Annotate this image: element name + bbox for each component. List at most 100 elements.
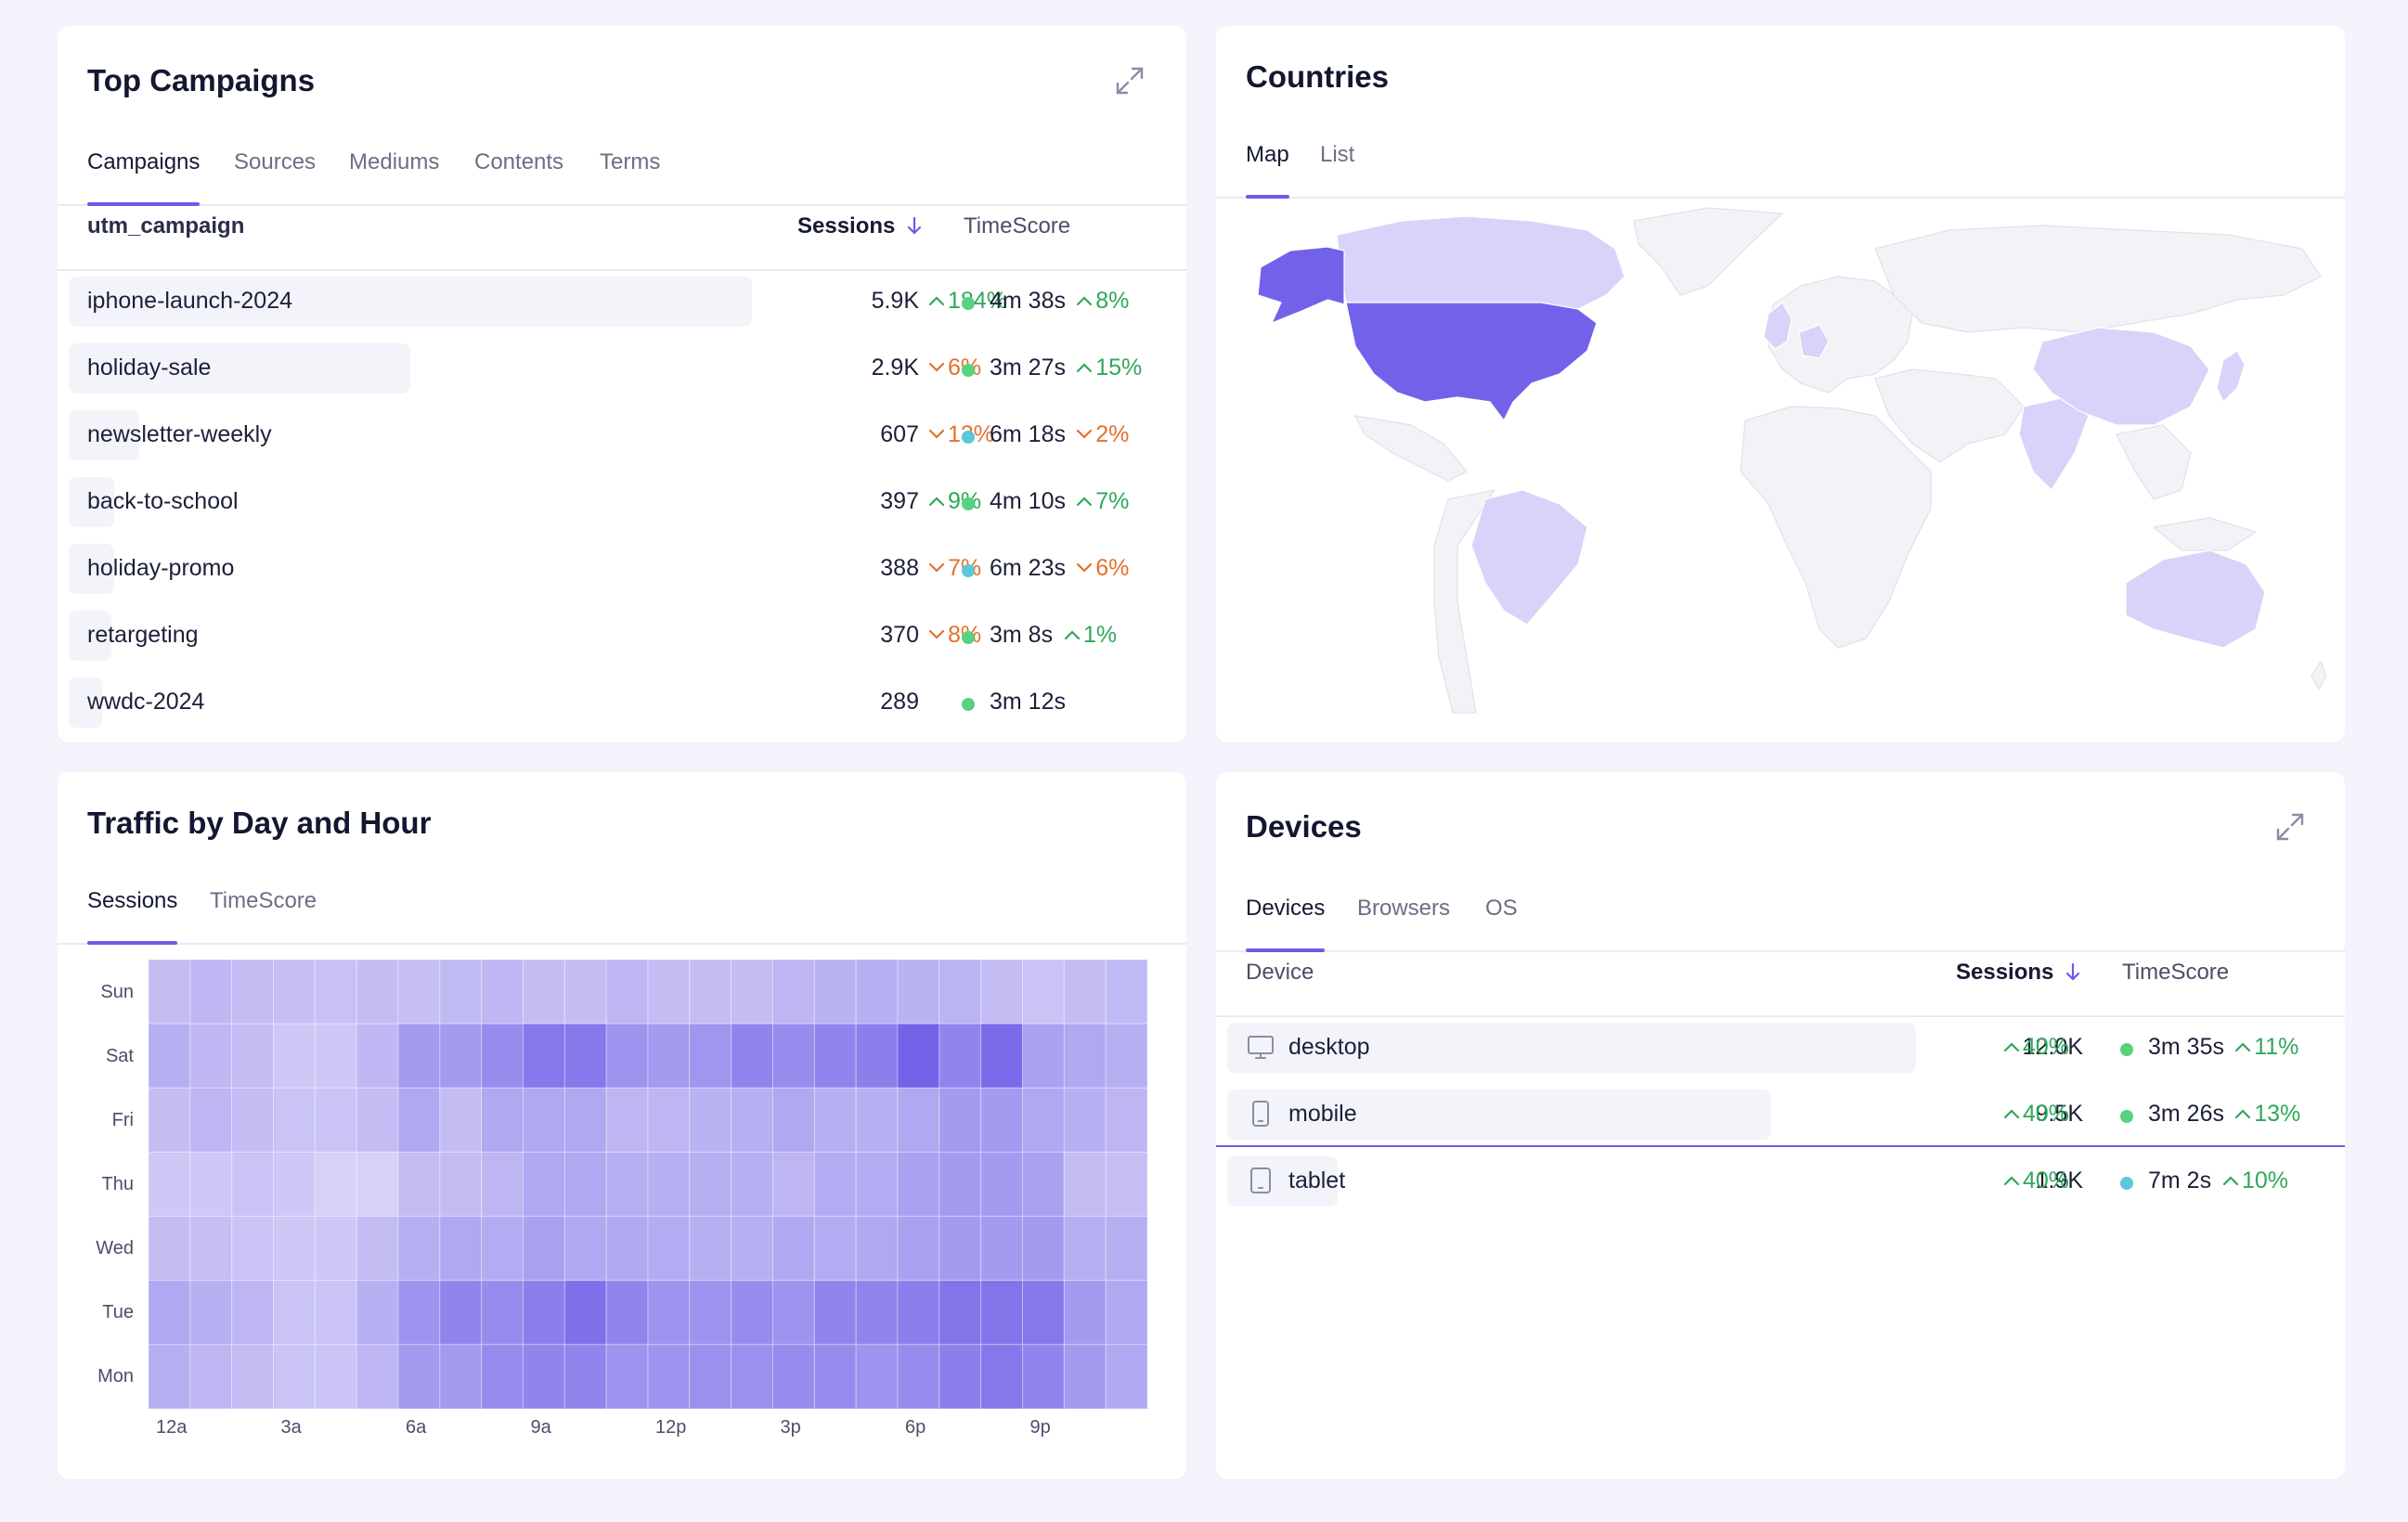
- tab-sources[interactable]: Sources: [234, 149, 317, 174]
- heatmap-cell[interactable]: [1105, 1087, 1147, 1153]
- heatmap-cell[interactable]: [731, 1280, 773, 1346]
- heatmap-cell[interactable]: [813, 1216, 857, 1282]
- heatmap-cell[interactable]: [563, 1087, 607, 1153]
- heatmap-cell[interactable]: [731, 1151, 773, 1218]
- heatmap-cell[interactable]: [273, 1280, 316, 1346]
- heatmap-cell[interactable]: [149, 1087, 191, 1153]
- heatmap-cell[interactable]: [481, 1087, 524, 1153]
- heatmap-cell[interactable]: [397, 1151, 441, 1218]
- tab-list[interactable]: List: [1320, 142, 1355, 167]
- heatmap-cell[interactable]: [813, 1151, 857, 1218]
- heatmap-cell[interactable]: [563, 1151, 607, 1218]
- heatmap-cell[interactable]: [605, 1280, 649, 1346]
- heatmap-cell[interactable]: [689, 1216, 732, 1282]
- heatmap-cell[interactable]: [772, 1023, 815, 1089]
- heatmap-cell[interactable]: [1105, 1344, 1147, 1409]
- heatmap-cell[interactable]: [439, 1216, 483, 1282]
- heatmap-cell[interactable]: [897, 1087, 940, 1153]
- column-header-timescore[interactable]: TimeScore: [2122, 960, 2230, 985]
- heatmap-cell[interactable]: [939, 1280, 982, 1346]
- tab-map[interactable]: Map: [1246, 132, 1289, 199]
- heatmap-cell[interactable]: [647, 1151, 691, 1218]
- heatmap-cell[interactable]: [481, 1344, 524, 1409]
- heatmap-grid[interactable]: [149, 960, 1147, 1409]
- heatmap-cell[interactable]: [231, 1151, 274, 1218]
- heatmap-cell[interactable]: [1022, 1151, 1065, 1218]
- heatmap-cell[interactable]: [314, 1087, 357, 1153]
- heatmap-cell[interactable]: [939, 1151, 982, 1218]
- heatmap-cell[interactable]: [149, 1023, 191, 1089]
- heatmap-cell[interactable]: [1105, 960, 1147, 1025]
- heatmap-cell[interactable]: [563, 1280, 607, 1346]
- heatmap-cell[interactable]: [273, 1344, 316, 1409]
- heatmap-cell[interactable]: [563, 1344, 607, 1409]
- heatmap-cell[interactable]: [1063, 1344, 1107, 1409]
- heatmap-cell[interactable]: [1063, 1216, 1107, 1282]
- heatmap-cell[interactable]: [939, 1216, 982, 1282]
- heatmap-cell[interactable]: [855, 1023, 899, 1089]
- heatmap-cell[interactable]: [231, 1087, 274, 1153]
- heatmap-cell[interactable]: [731, 1087, 773, 1153]
- heatmap-cell[interactable]: [481, 1151, 524, 1218]
- heatmap-cell[interactable]: [772, 1344, 815, 1409]
- heatmap-cell[interactable]: [813, 960, 857, 1025]
- heatmap-cell[interactable]: [231, 960, 274, 1025]
- heatmap-cell[interactable]: [356, 1280, 399, 1346]
- heatmap-cell[interactable]: [939, 1023, 982, 1089]
- heatmap-cell[interactable]: [605, 1151, 649, 1218]
- tab-terms[interactable]: Terms: [600, 149, 661, 174]
- world-map[interactable]: [1225, 193, 2336, 741]
- heatmap-cell[interactable]: [439, 1023, 483, 1089]
- heatmap-cell[interactable]: [439, 960, 483, 1025]
- heatmap-cell[interactable]: [1063, 960, 1107, 1025]
- heatmap-cell[interactable]: [605, 960, 649, 1025]
- tab-devices[interactable]: Devices: [1246, 885, 1326, 952]
- tab-sessions[interactable]: Sessions: [87, 878, 178, 945]
- heatmap-cell[interactable]: [813, 1087, 857, 1153]
- heatmap-cell[interactable]: [314, 1280, 357, 1346]
- campaign-row[interactable]: retargeting3708%3m 8s1%: [58, 601, 1186, 668]
- heatmap-cell[interactable]: [356, 1087, 399, 1153]
- heatmap-cell[interactable]: [1022, 1344, 1065, 1409]
- column-header-sessions[interactable]: Sessions: [1956, 960, 2082, 986]
- heatmap-cell[interactable]: [1063, 1023, 1107, 1089]
- tab-timescore[interactable]: TimeScore: [210, 888, 317, 913]
- heatmap-cell[interactable]: [855, 1280, 899, 1346]
- heatmap-cell[interactable]: [772, 1216, 815, 1282]
- heatmap-cell[interactable]: [273, 1087, 316, 1153]
- heatmap-cell[interactable]: [647, 1280, 691, 1346]
- heatmap-cell[interactable]: [813, 1344, 857, 1409]
- heatmap-cell[interactable]: [605, 1023, 649, 1089]
- heatmap-cell[interactable]: [731, 960, 773, 1025]
- heatmap-cell[interactable]: [897, 960, 940, 1025]
- heatmap-cell[interactable]: [397, 960, 441, 1025]
- heatmap-cell[interactable]: [189, 960, 233, 1025]
- heatmap-cell[interactable]: [149, 960, 191, 1025]
- heatmap-cell[interactable]: [481, 1280, 524, 1346]
- tab-browsers[interactable]: Browsers: [1357, 896, 1451, 921]
- heatmap-cell[interactable]: [1063, 1280, 1107, 1346]
- heatmap-cell[interactable]: [689, 1280, 732, 1346]
- column-header-timescore[interactable]: TimeScore: [964, 213, 1071, 239]
- heatmap-cell[interactable]: [855, 960, 899, 1025]
- heatmap-cell[interactable]: [523, 1344, 565, 1409]
- heatmap-cell[interactable]: [397, 1216, 441, 1282]
- heatmap-cell[interactable]: [647, 1087, 691, 1153]
- heatmap-cell[interactable]: [149, 1216, 191, 1282]
- heatmap-cell[interactable]: [939, 1087, 982, 1153]
- heatmap-cell[interactable]: [689, 1151, 732, 1218]
- device-row[interactable]: tablet 1.9K 40% 7m 2s 10%: [1216, 1147, 2345, 1214]
- heatmap-cell[interactable]: [149, 1151, 191, 1218]
- heatmap-cell[interactable]: [397, 1087, 441, 1153]
- heatmap-cell[interactable]: [523, 1216, 565, 1282]
- heatmap-cell[interactable]: [1063, 1151, 1107, 1218]
- heatmap-cell[interactable]: [189, 1151, 233, 1218]
- campaign-row[interactable]: iphone-launch-2024 5.9K 184% 4m 38s 8%: [58, 267, 1186, 334]
- heatmap-cell[interactable]: [855, 1216, 899, 1282]
- heatmap-cell[interactable]: [939, 1344, 982, 1409]
- heatmap-cell[interactable]: [356, 1216, 399, 1282]
- heatmap-cell[interactable]: [647, 960, 691, 1025]
- heatmap-cell[interactable]: [605, 1344, 649, 1409]
- heatmap-cell[interactable]: [189, 1344, 233, 1409]
